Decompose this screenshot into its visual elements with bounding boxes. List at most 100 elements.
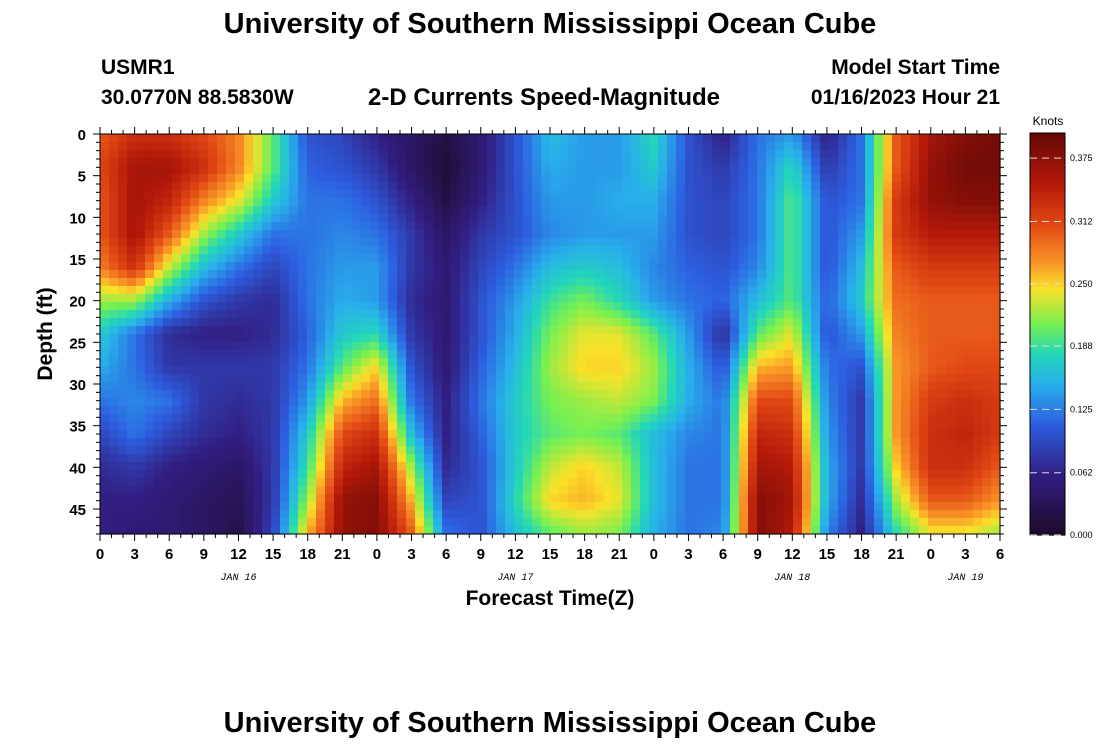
heatmap-cell <box>190 222 200 231</box>
heatmap-cell <box>154 190 164 199</box>
heatmap-cell <box>316 350 326 359</box>
heatmap-cell <box>244 270 254 279</box>
heatmap-cell <box>343 158 353 167</box>
heatmap-cell <box>928 478 938 487</box>
heatmap-cell <box>217 382 227 391</box>
heatmap-cell <box>100 294 110 303</box>
heatmap-cell <box>253 502 263 511</box>
heatmap-cell <box>919 214 929 223</box>
heatmap-cell <box>244 478 254 487</box>
heatmap-cell <box>316 398 326 407</box>
heatmap-cell <box>622 198 632 207</box>
heatmap-cell <box>361 390 371 399</box>
heatmap-cell <box>658 334 668 343</box>
heatmap-cell <box>253 278 263 287</box>
heatmap-cell <box>415 398 425 407</box>
heatmap-cell <box>649 350 659 359</box>
heatmap-cell <box>847 270 857 279</box>
heatmap-cell <box>334 446 344 455</box>
heatmap-cell <box>109 214 119 223</box>
heatmap-cell <box>460 422 470 431</box>
heatmap-cell <box>352 502 362 511</box>
heatmap-cell <box>343 246 353 255</box>
heatmap-cell <box>163 502 173 511</box>
heatmap-cell <box>721 342 731 351</box>
heatmap-cell <box>946 502 956 511</box>
heatmap-cell <box>550 366 560 375</box>
heatmap-cell <box>235 414 245 423</box>
heatmap-cell <box>469 326 479 335</box>
heatmap-cell <box>946 350 956 359</box>
heatmap-cell <box>235 310 245 319</box>
heatmap-cell <box>568 190 578 199</box>
heatmap-cell <box>712 406 722 415</box>
heatmap-cell <box>217 166 227 175</box>
heatmap-cell <box>667 366 677 375</box>
heatmap-cell <box>883 366 893 375</box>
heatmap-cell <box>136 246 146 255</box>
heatmap-cell <box>820 366 830 375</box>
heatmap-cell <box>667 438 677 447</box>
heatmap-cell <box>280 198 290 207</box>
heatmap-cell <box>424 398 434 407</box>
heatmap-cell <box>739 270 749 279</box>
heatmap-cell <box>757 254 767 263</box>
heatmap-cell <box>415 462 425 471</box>
heatmap-cell <box>865 494 875 503</box>
heatmap-cell <box>604 390 614 399</box>
heatmap-cell <box>802 262 812 271</box>
heatmap-cell <box>136 318 146 327</box>
heatmap-cell <box>703 158 713 167</box>
heatmap-cell <box>298 278 308 287</box>
heatmap-cell <box>748 182 758 191</box>
heatmap-cell <box>532 254 542 263</box>
heatmap-cell <box>154 454 164 463</box>
heatmap-cell <box>253 302 263 311</box>
heatmap-cell <box>199 302 209 311</box>
heatmap-cell <box>433 350 443 359</box>
heatmap-cell <box>433 478 443 487</box>
heatmap-cell <box>298 246 308 255</box>
heatmap-cell <box>586 206 596 215</box>
heatmap-cell <box>505 374 515 383</box>
heatmap-cell <box>667 390 677 399</box>
heatmap-cell <box>730 462 740 471</box>
heatmap-cell <box>676 214 686 223</box>
heatmap-cell <box>685 390 695 399</box>
heatmap-cell <box>235 182 245 191</box>
heatmap-cell <box>748 430 758 439</box>
heatmap-cell <box>550 462 560 471</box>
heatmap-cell <box>307 470 317 479</box>
heatmap-cell <box>946 222 956 231</box>
heatmap-cell <box>262 430 272 439</box>
heatmap-cell <box>136 486 146 495</box>
heatmap-cell <box>442 190 452 199</box>
heatmap-cell <box>820 206 830 215</box>
heatmap-cell <box>415 158 425 167</box>
heatmap-cell <box>775 366 785 375</box>
heatmap-cell <box>973 150 983 159</box>
heatmap-cell <box>424 246 434 255</box>
heatmap-cell <box>928 182 938 191</box>
heatmap-cell <box>901 494 911 503</box>
heatmap-cell <box>127 214 137 223</box>
heatmap-cell <box>181 158 191 167</box>
heatmap-cell <box>487 270 497 279</box>
heatmap-cell <box>568 182 578 191</box>
heatmap-cell <box>964 478 974 487</box>
heatmap-cell <box>622 278 632 287</box>
heatmap-cell <box>595 390 605 399</box>
heatmap-cell <box>190 134 200 143</box>
heatmap-cell <box>541 398 551 407</box>
heatmap-cell <box>748 454 758 463</box>
heatmap-cell <box>307 406 317 415</box>
heatmap-cell <box>271 190 281 199</box>
heatmap-cell <box>748 166 758 175</box>
heatmap-cell <box>487 334 497 343</box>
heatmap-cell <box>685 190 695 199</box>
heatmap-cell <box>973 254 983 263</box>
heatmap-cell <box>550 470 560 479</box>
heatmap-cell <box>208 262 218 271</box>
heatmap-cell <box>829 246 839 255</box>
heatmap-cell <box>928 254 938 263</box>
